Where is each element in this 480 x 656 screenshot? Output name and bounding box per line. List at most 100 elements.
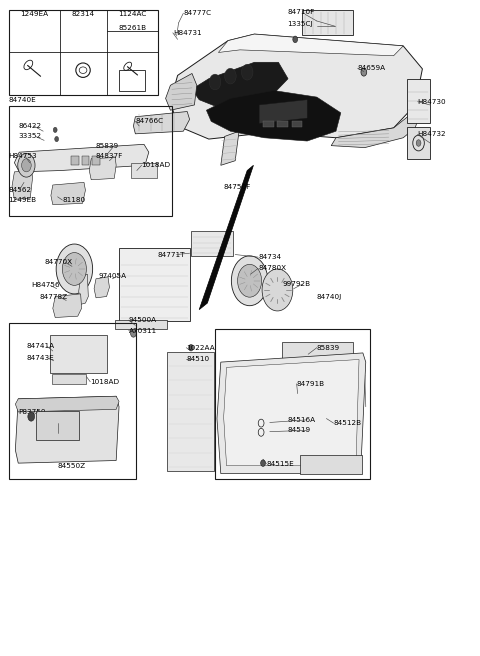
Text: H84732: H84732 <box>418 131 446 138</box>
Circle shape <box>238 264 262 297</box>
Text: 84659A: 84659A <box>358 65 386 72</box>
Text: 1249EA: 1249EA <box>20 11 48 18</box>
Bar <box>36 411 79 440</box>
Circle shape <box>231 256 268 306</box>
Polygon shape <box>14 144 149 172</box>
Bar <box>82 156 89 165</box>
Bar <box>263 121 274 127</box>
Text: 84770X: 84770X <box>44 259 72 266</box>
Text: 84710F: 84710F <box>287 9 314 15</box>
Text: 84740E: 84740E <box>9 96 36 103</box>
Bar <box>9 10 158 95</box>
Circle shape <box>225 68 236 84</box>
Circle shape <box>416 140 421 146</box>
Bar <box>9 323 136 479</box>
Circle shape <box>241 64 253 80</box>
Text: 33352: 33352 <box>18 133 41 140</box>
Circle shape <box>189 344 193 351</box>
Circle shape <box>28 412 35 421</box>
Text: H84756: H84756 <box>31 282 60 289</box>
Polygon shape <box>192 62 288 110</box>
Bar <box>131 163 157 178</box>
Circle shape <box>361 68 367 76</box>
Bar <box>92 156 100 165</box>
Polygon shape <box>15 396 119 463</box>
Bar <box>407 127 430 159</box>
Text: 94500A: 94500A <box>129 317 157 323</box>
Polygon shape <box>221 131 239 165</box>
Text: 1018AD: 1018AD <box>90 379 120 385</box>
Bar <box>71 156 79 165</box>
Polygon shape <box>199 165 253 310</box>
Polygon shape <box>224 359 359 466</box>
Circle shape <box>55 136 59 142</box>
Bar <box>119 248 190 321</box>
Polygon shape <box>79 274 88 304</box>
Text: 81180: 81180 <box>62 197 85 203</box>
Text: 85261B: 85261B <box>119 25 146 31</box>
Polygon shape <box>217 353 366 474</box>
Text: 1124AC: 1124AC <box>118 11 147 18</box>
Text: 84750F: 84750F <box>223 184 251 190</box>
Bar <box>407 79 430 123</box>
Text: H84730: H84730 <box>418 98 446 105</box>
Text: 84562: 84562 <box>9 187 32 194</box>
Polygon shape <box>51 182 85 205</box>
Text: 84791B: 84791B <box>297 380 325 387</box>
Text: 1335CJ: 1335CJ <box>287 20 312 27</box>
Text: H84753: H84753 <box>9 153 37 159</box>
Text: 84515E: 84515E <box>266 461 294 467</box>
Bar <box>115 320 167 329</box>
Bar <box>119 70 145 91</box>
Text: 84771T: 84771T <box>157 251 185 258</box>
Bar <box>302 10 353 35</box>
Text: 84741A: 84741A <box>26 343 55 350</box>
Ellipse shape <box>79 67 87 73</box>
Circle shape <box>293 36 298 43</box>
Polygon shape <box>166 73 197 110</box>
Bar <box>9 106 172 216</box>
Circle shape <box>18 154 35 177</box>
Text: 95100G: 95100G <box>39 420 68 426</box>
Bar <box>50 335 107 373</box>
Text: 99792B: 99792B <box>282 281 311 287</box>
Text: 84734: 84734 <box>258 254 281 260</box>
Bar <box>52 374 86 384</box>
Text: 84837F: 84837F <box>95 153 122 159</box>
Circle shape <box>56 244 93 294</box>
Text: A70311: A70311 <box>129 327 157 334</box>
Bar <box>282 342 353 362</box>
Text: 84743E: 84743E <box>26 354 54 361</box>
Text: H84731: H84731 <box>173 30 202 36</box>
Text: 84777C: 84777C <box>183 10 212 16</box>
Text: 84519: 84519 <box>288 427 311 434</box>
Text: 84550Z: 84550Z <box>58 462 86 469</box>
Text: 1022AA: 1022AA <box>186 344 215 351</box>
Text: 84778Z: 84778Z <box>39 293 68 300</box>
Text: 97405A: 97405A <box>98 272 127 279</box>
Text: 85839: 85839 <box>317 344 340 351</box>
Polygon shape <box>12 171 33 199</box>
Text: 84740J: 84740J <box>317 293 342 300</box>
Bar <box>277 121 288 127</box>
Bar <box>167 352 214 471</box>
Text: 82314: 82314 <box>72 11 95 18</box>
Text: P83750: P83750 <box>18 409 46 415</box>
Polygon shape <box>89 157 116 180</box>
Circle shape <box>22 159 31 172</box>
Polygon shape <box>133 112 190 134</box>
Polygon shape <box>15 396 119 412</box>
Text: 84512B: 84512B <box>334 420 362 426</box>
Text: 86422: 86422 <box>18 123 41 129</box>
Text: 84780X: 84780X <box>258 265 287 272</box>
Bar <box>191 231 233 256</box>
Circle shape <box>261 460 265 466</box>
Bar <box>300 455 362 474</box>
Text: 84766C: 84766C <box>135 118 164 125</box>
Text: 85839: 85839 <box>95 142 118 149</box>
Polygon shape <box>53 294 82 318</box>
Bar <box>292 121 302 127</box>
Circle shape <box>209 74 221 90</box>
Circle shape <box>262 269 293 311</box>
Polygon shape <box>331 105 422 148</box>
